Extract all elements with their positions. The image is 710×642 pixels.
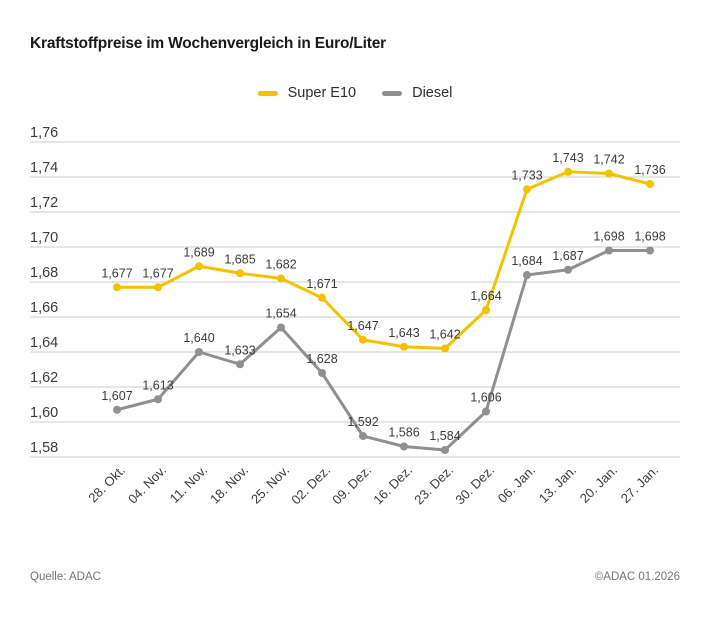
x-tick-label: 18. Nov.: [207, 463, 251, 507]
data-point-label-diesel: 1,684: [511, 254, 542, 268]
data-point-super-e10: [646, 180, 654, 188]
data-point-diesel: [605, 246, 613, 255]
data-point-diesel: [154, 395, 162, 404]
data-point-label-diesel: 1,606: [470, 391, 501, 405]
data-point-diesel: [523, 271, 531, 279]
legend-item-diesel: Diesel: [382, 85, 452, 101]
y-tick-label: 1,72: [30, 195, 58, 211]
data-point-label-super-e10: 1,677: [101, 266, 132, 280]
data-point-super-e10: [564, 167, 572, 176]
series-line-super-e10: [117, 170, 651, 350]
data-point-label-super-e10: 1,682: [265, 258, 296, 272]
data-point-super-e10: [195, 262, 203, 271]
data-point-label-diesel: 1,628: [306, 352, 337, 366]
data-point-diesel: [113, 405, 121, 414]
data-point-label-super-e10: 1,647: [347, 319, 378, 333]
data-point-super-e10: [523, 185, 531, 194]
x-tick-label: 30. Dez.: [452, 463, 497, 508]
y-tick-label: 1,66: [30, 300, 58, 316]
data-point-super-e10: [482, 306, 490, 314]
data-point-label-diesel: 1,592: [347, 415, 378, 429]
data-point-label-diesel: 1,633: [224, 343, 255, 357]
data-point-label-diesel: 1,687: [552, 249, 583, 263]
data-point-super-e10: [113, 283, 121, 292]
data-point-label-diesel: 1,584: [429, 429, 460, 443]
x-tick-label: 28. Okt.: [85, 463, 128, 506]
source-note: Quelle: ADAC: [30, 571, 101, 583]
data-point-label-diesel: 1,698: [593, 230, 624, 244]
y-tick-label: 1,62: [30, 370, 58, 386]
data-point-label-diesel: 1,586: [388, 426, 419, 440]
data-point-diesel: [236, 360, 244, 369]
data-point-label-super-e10: 1,685: [224, 252, 255, 266]
data-point-super-e10: [605, 169, 613, 178]
data-point-label-super-e10: 1,736: [634, 163, 665, 177]
data-point-diesel: [482, 407, 490, 416]
x-tick-label: 04. Nov.: [125, 463, 169, 507]
data-point-super-e10: [359, 335, 367, 344]
data-point-super-e10: [400, 342, 408, 351]
data-point-super-e10: [318, 293, 326, 302]
diesel-line-swatch-icon: [382, 90, 403, 96]
series-line-diesel: [116, 249, 650, 452]
data-point-super-e10: [277, 274, 285, 283]
y-tick-label: 1,74: [30, 160, 58, 176]
data-point-label-super-e10: 1,671: [306, 277, 337, 291]
x-tick-label: 16. Dez.: [370, 463, 415, 508]
x-tick-label: 23. Dez.: [411, 463, 456, 508]
data-point-diesel: [441, 446, 449, 454]
x-tick-label: 25. Nov.: [248, 463, 292, 507]
data-point-super-e10: [441, 344, 449, 353]
data-point-diesel: [318, 369, 326, 377]
data-point-label-super-e10: 1,642: [429, 328, 460, 342]
x-tick-label: 06. Jan.: [495, 463, 538, 506]
data-point-label-super-e10: 1,689: [183, 245, 214, 259]
legend-label: Diesel: [412, 85, 453, 101]
data-point-label-diesel: 1,613: [142, 378, 173, 392]
data-point-label-super-e10: 1,643: [388, 326, 419, 340]
data-point-label-super-e10: 1,677: [142, 266, 173, 280]
page-title: Kraftstoffpreise im Wochenvergleich in E…: [30, 35, 386, 52]
y-tick-label: 1,58: [30, 440, 58, 456]
y-tick-label: 1,68: [30, 265, 58, 281]
super-e10-line-swatch-icon: [257, 90, 278, 96]
data-point-diesel: [277, 323, 285, 332]
data-point-label-diesel: 1,654: [265, 307, 296, 321]
y-tick-label: 1,70: [30, 230, 58, 246]
copyright-note: ©ADAC 01.2026: [594, 571, 680, 583]
x-tick-label: 11. Nov.: [167, 463, 210, 506]
data-point-label-super-e10: 1,664: [470, 289, 501, 303]
x-tick-label: 27. Jan.: [618, 463, 661, 506]
data-point-diesel: [400, 442, 408, 451]
x-tick-label: 13. Jan.: [536, 463, 579, 506]
x-tick-label: 02. Dez.: [288, 463, 333, 508]
legend-item-super-e10: Super E10: [257, 85, 357, 101]
data-point-diesel: [195, 348, 203, 356]
y-tick-label: 1,64: [30, 335, 58, 351]
data-point-label-diesel: 1,640: [183, 331, 214, 345]
chart-legend: Super E10 Diesel: [0, 85, 710, 101]
data-point-super-e10: [236, 269, 244, 278]
y-tick-label: 1,60: [30, 405, 58, 421]
data-point-super-e10: [154, 283, 162, 292]
data-point-label-super-e10: 1,733: [511, 168, 542, 182]
x-tick-label: 20. Jan.: [577, 463, 620, 506]
data-point-diesel: [359, 432, 367, 440]
x-tick-label: 09. Dez.: [329, 463, 374, 508]
data-point-label-diesel: 1,607: [101, 389, 132, 403]
data-point-label-super-e10: 1,743: [552, 151, 583, 165]
data-point-label-diesel: 1,698: [634, 230, 665, 244]
data-point-diesel: [646, 246, 654, 255]
y-tick-label: 1,76: [30, 125, 58, 141]
legend-label: Super E10: [287, 85, 357, 101]
data-point-label-super-e10: 1,742: [593, 153, 624, 167]
data-point-diesel: [564, 265, 572, 274]
